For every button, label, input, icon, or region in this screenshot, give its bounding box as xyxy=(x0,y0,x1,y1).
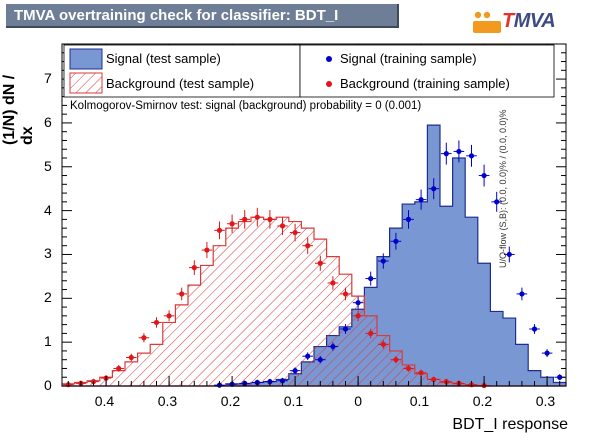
y-axis-label: (1/N) dN / dx xyxy=(1,74,36,145)
signal-training-point xyxy=(481,172,487,179)
y-tick-label: 3 xyxy=(44,245,52,262)
background-training-point xyxy=(330,280,336,286)
legend-box-left xyxy=(63,44,301,98)
x-tick-label: 0.4 xyxy=(94,393,115,409)
background-training-point xyxy=(229,221,235,227)
background-training-point xyxy=(418,370,424,376)
plot-frame xyxy=(61,43,567,387)
legend-background-test: Background (test sample) xyxy=(106,76,255,91)
signal-training-point xyxy=(456,148,462,155)
signal-training-point xyxy=(494,199,500,205)
logo-rest: MVA xyxy=(513,10,556,32)
signal-training-point xyxy=(431,186,437,192)
signal-training-point xyxy=(305,353,311,359)
signal-training-point xyxy=(292,368,298,374)
legend-signal-test: Signal (test sample) xyxy=(106,51,221,66)
background-training-point xyxy=(305,243,311,249)
signal-training-point xyxy=(506,251,512,258)
signal-training-point xyxy=(544,350,550,356)
logo-dots-icon xyxy=(473,11,501,33)
x-tick-label: 0.1 xyxy=(283,393,304,409)
y-tick-label: 5 xyxy=(44,157,52,174)
x-tick-label: 0.2 xyxy=(472,393,493,409)
legend-marker-signal-training xyxy=(326,56,332,62)
x-tick-label: 0 xyxy=(354,393,363,409)
background-training-point xyxy=(242,216,248,222)
signal-training-point xyxy=(317,357,323,363)
legend-signal-training: Signal (training sample) xyxy=(340,51,477,66)
background-training-point xyxy=(317,260,323,266)
signal-training-point xyxy=(330,343,336,350)
background-training-point xyxy=(166,313,172,319)
signal-training-point xyxy=(355,300,361,306)
logo-t: T xyxy=(502,10,514,32)
background-training-point xyxy=(116,365,122,372)
y-tick-label: 2 xyxy=(44,289,52,306)
background-training-point xyxy=(380,341,386,347)
signal-training-point xyxy=(557,374,563,380)
ks-test-text: Kolmogorov-Smirnov test: signal (backgro… xyxy=(70,100,422,112)
background-training-point xyxy=(292,229,298,236)
legend-background-training: Background (training sample) xyxy=(340,76,510,91)
background-training-point xyxy=(342,291,349,297)
x-axis-label: BDT_I response xyxy=(452,416,568,433)
background-training-point xyxy=(405,365,412,372)
background-training-point xyxy=(179,291,185,297)
plot-area xyxy=(61,43,567,389)
background-training-point xyxy=(153,319,160,326)
y-tick-label: 7 xyxy=(44,70,52,87)
x-tick-label: 0.3 xyxy=(157,393,178,409)
signal-training-point xyxy=(279,378,286,384)
background-training-point xyxy=(254,214,260,220)
background-training-point xyxy=(191,265,197,271)
legend-swatch-background-test xyxy=(69,72,103,94)
signal-training-point xyxy=(405,216,412,222)
tmva-logo xyxy=(470,6,580,40)
background-training-point xyxy=(204,247,210,253)
background-training-point xyxy=(393,357,399,363)
x-tick-label: 0.2 xyxy=(220,393,241,409)
background-training-point xyxy=(368,330,374,336)
tmva-logo-text: TMVA xyxy=(502,10,556,33)
y-tick-label: 0 xyxy=(44,377,52,393)
signal-training-point xyxy=(443,151,449,157)
plot-title: TMVA overtraining check for classifier: … xyxy=(6,4,399,28)
signal-training-point xyxy=(393,238,399,244)
background-training-point xyxy=(141,335,147,341)
x-tick-label: 0.3 xyxy=(535,393,556,409)
background-training-point xyxy=(216,227,223,233)
background-training-point xyxy=(355,313,361,319)
legend-marker-background-training xyxy=(326,81,332,87)
x-tick-label: 0.1 xyxy=(409,393,430,409)
signal-training-point xyxy=(531,326,538,332)
signal-training-point xyxy=(519,291,525,297)
background-training-point xyxy=(431,376,437,383)
signal-training-point xyxy=(342,326,349,332)
y-tick-label: 1 xyxy=(44,333,52,350)
legend-swatch-signal-test xyxy=(69,48,103,70)
background-training-point xyxy=(267,216,273,222)
y-tick-label: 6 xyxy=(44,113,52,130)
legend-box-right xyxy=(299,44,555,98)
signal-training-point xyxy=(468,153,475,159)
signal-training-point xyxy=(380,258,386,264)
signal-training-point xyxy=(418,197,424,203)
signal-training-point xyxy=(368,275,374,282)
background-training-point xyxy=(128,354,134,361)
y-tick-label: 4 xyxy=(44,201,52,218)
background-training-point xyxy=(279,223,286,229)
